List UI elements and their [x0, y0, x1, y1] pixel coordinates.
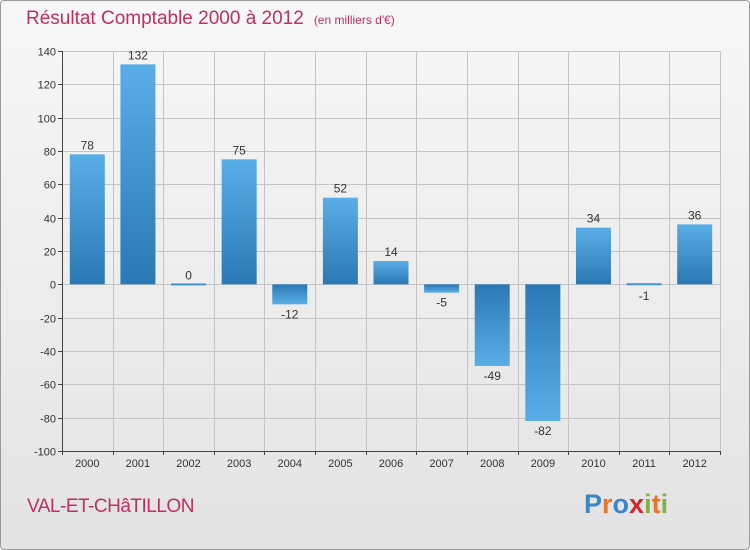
- y-tick-label: -100: [34, 447, 56, 459]
- value-label: -49: [484, 369, 502, 383]
- x-tick-label: 2008: [480, 458, 504, 470]
- y-tick-label: -60: [40, 380, 56, 392]
- x-tick-label: 2005: [328, 458, 352, 470]
- chart-title: Résultat Comptable 2000 à 2012 (en millie…: [26, 8, 395, 30]
- bar-2004: [272, 284, 308, 305]
- logo-letter: P: [584, 489, 603, 519]
- value-label: 0: [185, 268, 192, 282]
- logo-letter: t: [651, 489, 661, 519]
- bar-2000: [69, 154, 105, 285]
- x-tick-label: 2011: [632, 458, 656, 470]
- bar-2003: [221, 159, 257, 285]
- y-tick-label: 60: [44, 180, 56, 192]
- value-label: 132: [128, 48, 148, 62]
- logo-letter: i: [660, 489, 669, 519]
- x-tick-label: 2007: [429, 458, 453, 470]
- x-tick-label: 2006: [379, 458, 403, 470]
- axis-layer: [58, 51, 721, 455]
- bar-2007: [424, 284, 460, 293]
- bar-2012: [677, 224, 713, 285]
- y-tick-label: 120: [38, 80, 56, 92]
- value-label: 14: [384, 245, 398, 259]
- bar-2006: [373, 261, 409, 285]
- x-tick-label: 2000: [75, 458, 99, 470]
- y-tick-label: 80: [44, 147, 56, 159]
- value-label: -1: [639, 289, 650, 303]
- bar-2005: [322, 197, 358, 285]
- y-tick-label: 20: [44, 247, 56, 259]
- commune-name: VAL-ET-CHâTILLON: [27, 496, 194, 517]
- chart-unit: (en milliers d'€): [313, 13, 395, 27]
- x-tick-label: 2012: [682, 458, 706, 470]
- value-label: -5: [436, 296, 447, 310]
- y-tick-label: -20: [40, 314, 56, 326]
- x-tick-label: 2003: [227, 458, 251, 470]
- x-tick-label: 2002: [176, 458, 200, 470]
- x-tick-label: 2001: [126, 458, 150, 470]
- y-tick-label: 140: [38, 47, 56, 59]
- bar-2010: [575, 227, 611, 285]
- y-tick-label: 100: [38, 114, 56, 126]
- x-tick-label: 2010: [581, 458, 605, 470]
- y-tick-label: -40: [40, 347, 56, 359]
- value-label: -12: [281, 307, 299, 321]
- bar-2011: [626, 283, 662, 286]
- value-label: 78: [81, 138, 95, 152]
- bar-layer: [69, 64, 713, 421]
- bar-2001: [120, 64, 156, 285]
- chart-title-text: Résultat Comptable 2000 à 2012: [26, 8, 304, 29]
- logo-letter: i: [644, 489, 652, 519]
- value-label: -82: [534, 424, 552, 438]
- logo-letter: x: [629, 489, 645, 519]
- y-tick-label: 0: [50, 280, 56, 292]
- logo-letter: r: [602, 489, 613, 519]
- value-label: 34: [587, 212, 601, 226]
- logo-letter: o: [612, 489, 630, 519]
- proxiti-logo: Proxiti: [584, 489, 668, 520]
- x-tick-label: 2009: [531, 458, 555, 470]
- label-layer: -100-80-60-40-20020406080100120140782000…: [34, 47, 707, 471]
- y-tick-label: 40: [44, 214, 56, 226]
- value-label: 36: [688, 208, 702, 222]
- bar-2002: [171, 283, 207, 286]
- y-tick-label: -80: [40, 414, 56, 426]
- bar-2008: [474, 284, 510, 366]
- bar-2009: [525, 284, 561, 421]
- x-tick-label: 2004: [278, 458, 302, 470]
- value-label: 52: [334, 182, 348, 196]
- value-label: 75: [232, 143, 246, 157]
